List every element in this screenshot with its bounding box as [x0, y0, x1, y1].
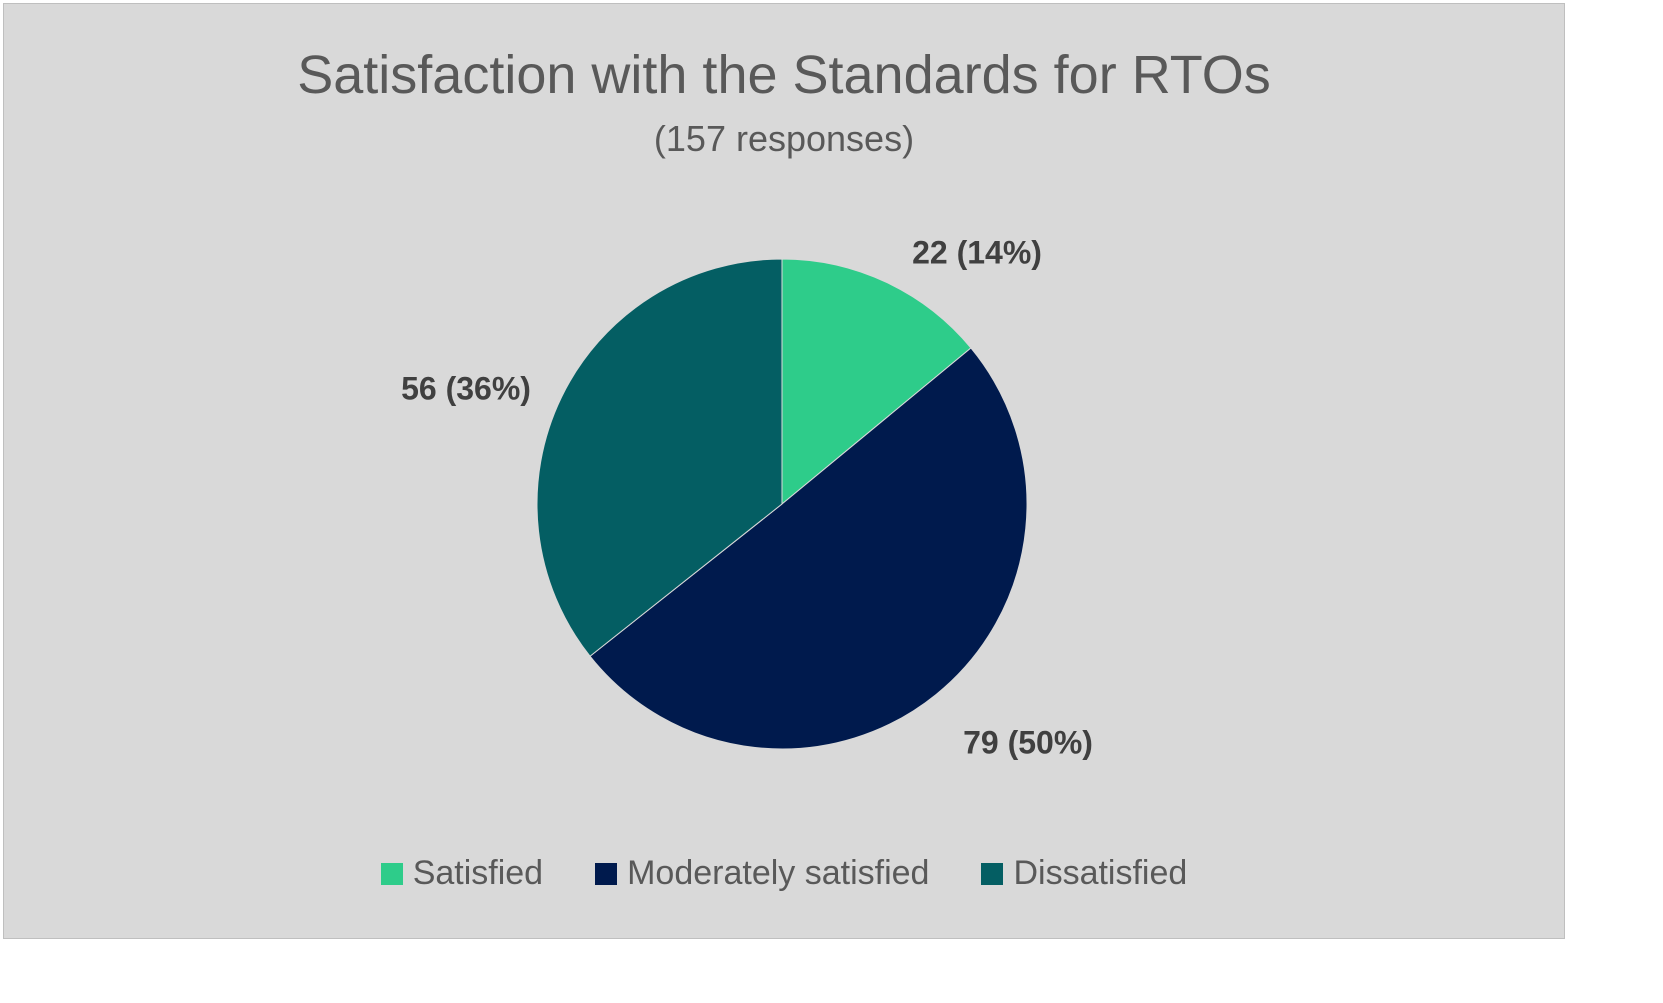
legend-swatch-moderately-satisfied — [595, 862, 618, 885]
legend-item-dissatisfied: Dissatisfied — [981, 854, 1187, 893]
chart-subtitle: (157 responses) — [653, 118, 915, 159]
legend-label-moderately-satisfied: Moderately satisfied — [627, 854, 930, 892]
pie-slice-moderately-satisfied — [589, 347, 1028, 750]
pie-slice-satisfied — [781, 258, 972, 506]
chart-title: Satisfaction with the Standards for RTOs — [297, 45, 1271, 105]
data-label-satisfied: 22 (14%) — [912, 234, 1042, 270]
legend: Satisfied Moderately satisfied Dissatisf… — [4, 854, 1564, 893]
legend-item-satisfied: Satisfied — [380, 854, 544, 893]
pie-slice-dissatisfied — [536, 258, 783, 657]
legend-swatch-satisfied — [380, 862, 403, 885]
legend-swatch-dissatisfied — [981, 862, 1004, 885]
data-label-dissatisfied: 56 (36%) — [401, 370, 531, 406]
data-label-moderately-satisfied: 79 (50%) — [963, 724, 1093, 760]
legend-label-satisfied: Satisfied — [412, 854, 544, 892]
legend-item-moderately-satisfied: Moderately satisfied — [595, 854, 929, 893]
pie-chart: 22 (14%) 79 (50%) 56 (36%) — [401, 234, 1093, 760]
chart-area: Satisfaction with the Standards for RTOs… — [3, 3, 1565, 939]
legend-label-dissatisfied: Dissatisfied — [1013, 854, 1188, 892]
